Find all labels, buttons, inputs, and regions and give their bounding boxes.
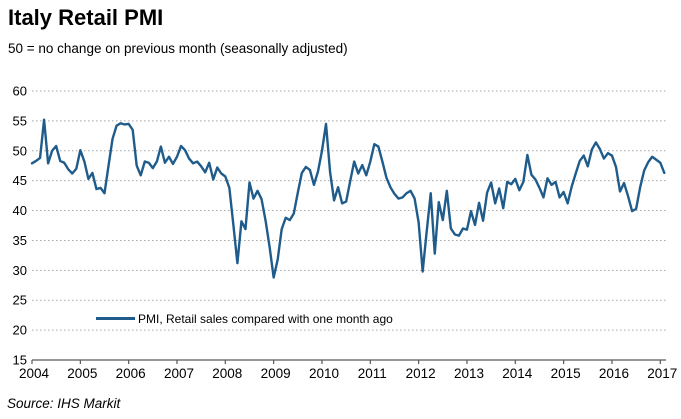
x-axis-label: 2010: [309, 366, 339, 381]
x-axis-label: 2009: [261, 366, 291, 381]
y-axis-label: 40: [13, 203, 27, 218]
chart-subtitle: 50 = no change on previous month (season…: [8, 41, 348, 56]
y-axis-label: 35: [13, 233, 27, 248]
page-title: Italy Retail PMI: [8, 5, 164, 30]
y-axis-label: 55: [13, 113, 27, 128]
pmi-series-line: [30, 118, 666, 279]
x-axis-label: 2012: [406, 366, 436, 381]
y-axis-label: 20: [13, 323, 27, 338]
x-axis-label: 2005: [67, 366, 97, 381]
legend: PMI, Retail sales compared with one mont…: [96, 311, 393, 326]
x-axis-label: 2013: [454, 366, 484, 381]
y-axis-label: 30: [13, 263, 27, 278]
source-note: Source: IHS Markit: [7, 396, 121, 411]
x-axis-label: 2017: [647, 366, 677, 381]
legend-line-sample: [96, 317, 135, 320]
y-axis-label: 45: [13, 173, 27, 188]
y-axis-label: 50: [13, 143, 27, 158]
x-axis-label: 2004: [19, 366, 50, 381]
x-axis-label: 2008: [212, 366, 242, 381]
x-axis-label: 2015: [551, 366, 581, 381]
y-axis-label: 60: [13, 84, 27, 99]
legend-label: PMI, Retail sales compared with one mont…: [138, 311, 393, 326]
y-axis-label: 15: [13, 353, 27, 368]
x-axis-label: 2007: [164, 366, 194, 381]
x-axis-label: 2011: [358, 366, 387, 381]
x-axis-label: 2016: [599, 366, 629, 381]
y-axis-label: 25: [13, 293, 27, 308]
x-axis-label: 2014: [502, 366, 533, 381]
x-axis-label: 2006: [116, 366, 146, 381]
